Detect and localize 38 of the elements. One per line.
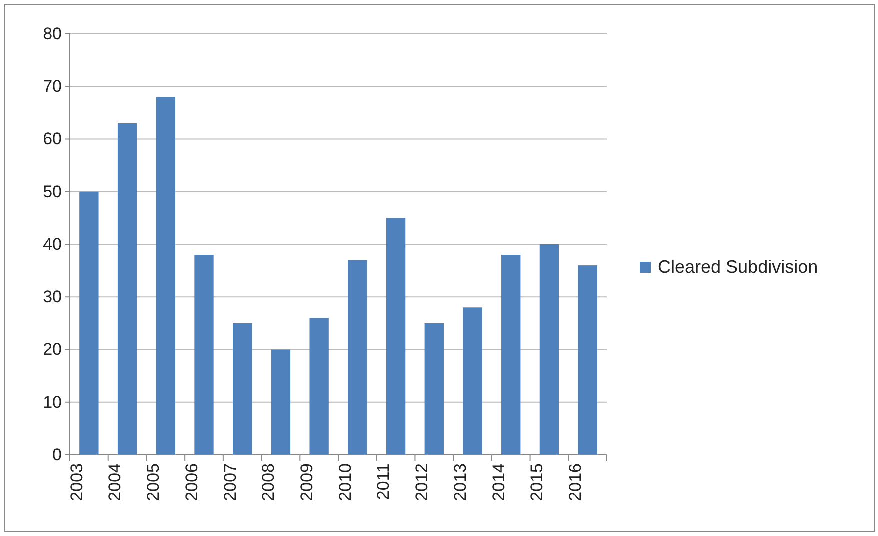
bar <box>386 218 406 455</box>
legend-label: Cleared Subdivision <box>658 257 818 277</box>
x-tick-label: 2004 <box>106 464 125 502</box>
bar <box>348 260 368 455</box>
y-tick-label: 0 <box>52 445 62 464</box>
bar <box>80 192 99 455</box>
x-tick-label: 2010 <box>336 464 355 502</box>
bar <box>502 255 521 455</box>
bar <box>233 323 252 455</box>
x-tick-label: 2015 <box>528 464 547 502</box>
x-tick-label: 2013 <box>450 464 470 502</box>
y-tick-label: 40 <box>43 234 62 254</box>
bar <box>156 97 176 455</box>
x-tick-label: 2005 <box>144 464 164 502</box>
y-tick-label: 50 <box>43 182 62 202</box>
bar <box>271 350 291 455</box>
bar <box>463 308 482 455</box>
x-tick-label: 2011 <box>374 464 394 500</box>
x-tick-label: 2012 <box>412 464 432 502</box>
y-tick-label: 70 <box>43 77 62 96</box>
x-tick-label: 2016 <box>566 464 586 502</box>
x-tick-label: 2009 <box>298 464 317 502</box>
bar <box>118 123 138 455</box>
y-tick-label: 30 <box>43 288 62 307</box>
y-tick-label: 80 <box>43 24 62 44</box>
bar <box>310 318 329 455</box>
bar <box>540 244 560 455</box>
y-tick-label: 60 <box>43 130 62 149</box>
x-tick-label: 2003 <box>67 464 86 502</box>
bar <box>578 266 598 455</box>
y-tick-label: 10 <box>43 392 62 412</box>
x-tick-label: 2008 <box>259 464 278 502</box>
bar <box>424 323 444 455</box>
x-tick-label: 2014 <box>489 464 508 502</box>
y-tick-label: 20 <box>43 340 62 360</box>
bar <box>194 255 214 455</box>
x-tick-label: 2006 <box>182 464 202 502</box>
x-tick-label: 2007 <box>220 464 240 502</box>
